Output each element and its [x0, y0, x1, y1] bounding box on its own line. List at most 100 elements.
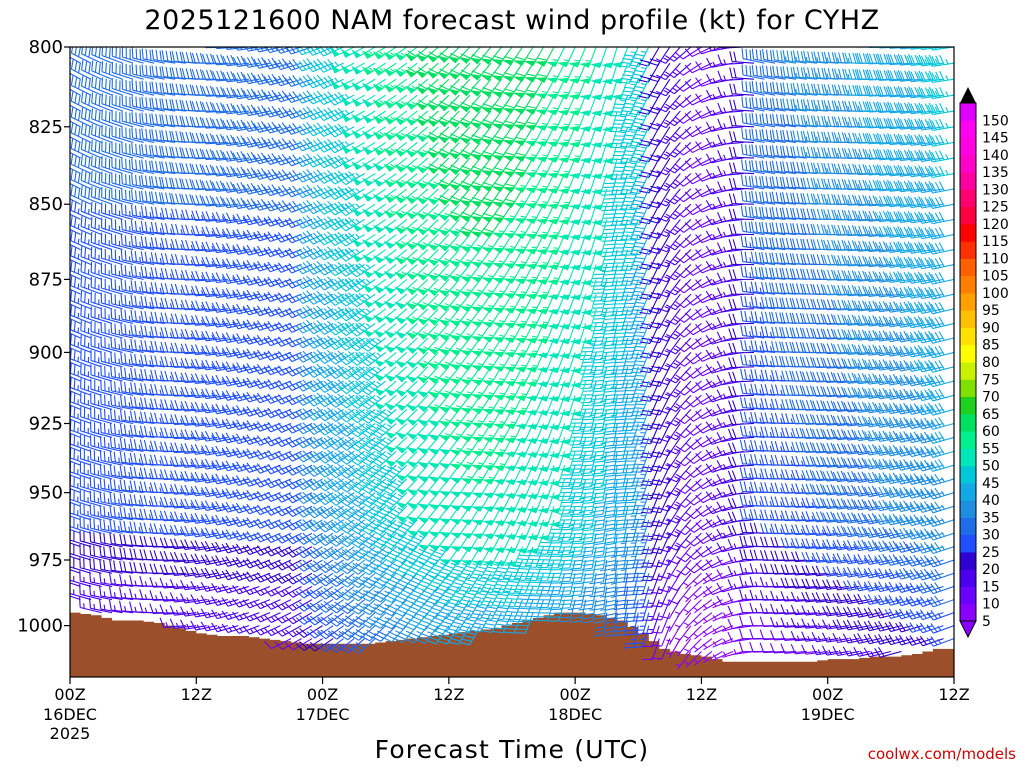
- barb-half-feather: [641, 147, 646, 148]
- barb-feather: [749, 192, 750, 202]
- barb-feather: [461, 212, 471, 216]
- barb-feather: [746, 160, 747, 170]
- barb-feather: [79, 63, 81, 73]
- barb-feather: [884, 134, 888, 144]
- barb-feather: [746, 145, 747, 155]
- barb-feather: [762, 207, 764, 217]
- barb-feather: [898, 86, 902, 96]
- barb-pennant: [373, 209, 384, 217]
- barb-feather: [196, 164, 199, 174]
- barb-feather: [79, 79, 81, 89]
- barb-feather: [603, 233, 613, 234]
- barb-feather: [752, 81, 753, 91]
- barb-feather: [75, 93, 77, 103]
- barb-feather: [874, 37, 877, 47]
- barb-feather: [839, 36, 842, 46]
- barb-feather: [828, 116, 831, 126]
- barb-feather: [65, 28, 67, 38]
- barb-feather: [99, 158, 100, 168]
- barb-half-feather: [434, 213, 439, 215]
- barb-feather: [822, 36, 824, 46]
- barb-half-feather: [664, 91, 669, 93]
- barb-feather: [102, 93, 103, 103]
- barb-feather: [718, 87, 722, 97]
- barb-feather: [140, 129, 141, 139]
- barb-feather: [176, 209, 179, 219]
- barb-pennant: [448, 184, 459, 191]
- barb-feather: [75, 61, 77, 71]
- barb-feather: [61, 106, 63, 116]
- barb-half-feather: [673, 136, 677, 139]
- barb-feather: [777, 114, 779, 124]
- barb-staff: [71, 195, 91, 204]
- barb-feather: [172, 67, 174, 77]
- barb-feather: [818, 147, 821, 157]
- wind-barb: [835, 36, 860, 47]
- barb-half-feather: [78, 224, 79, 229]
- barb-feather: [196, 117, 199, 127]
- barb-half-feather: [434, 182, 439, 184]
- barb-feather: [787, 115, 789, 125]
- barb-half-feather: [356, 173, 360, 177]
- barb-feather: [746, 97, 747, 107]
- barb-feather: [162, 146, 164, 156]
- barb-feather: [95, 157, 96, 167]
- barb-staff: [71, 101, 91, 111]
- barb-feather: [807, 115, 809, 125]
- barb-feather: [451, 196, 461, 200]
- barb-feather: [92, 140, 93, 150]
- barb-feather: [666, 120, 675, 125]
- barb-feather: [85, 156, 86, 166]
- barb-feather: [176, 163, 179, 173]
- barb-half-feather: [542, 123, 547, 124]
- wind-barb: [341, 63, 365, 73]
- barb-feather: [190, 36, 193, 46]
- barb-half-feather: [564, 108, 569, 109]
- wind-barb: [855, 37, 880, 47]
- barb-feather: [275, 45, 281, 54]
- barb-feather: [207, 54, 210, 64]
- barb-feather: [807, 209, 810, 219]
- barb-staff: [143, 43, 165, 47]
- barb-feather: [749, 176, 750, 186]
- barb-feather: [162, 192, 164, 202]
- barb-feather: [186, 52, 189, 62]
- barb-half-feather: [160, 228, 161, 233]
- wind-barb: [707, 42, 733, 51]
- barb-feather: [752, 65, 753, 75]
- barb-feather: [772, 176, 774, 186]
- barb-feather: [102, 61, 103, 71]
- barb-feather: [51, 105, 53, 115]
- barb-feather: [102, 29, 103, 39]
- barb-feather: [706, 122, 711, 131]
- barb-feather: [145, 191, 146, 201]
- barb-feather: [196, 101, 199, 111]
- barb-staff: [51, 224, 70, 234]
- barb-half-feather: [532, 217, 537, 218]
- barb-feather: [166, 162, 168, 172]
- barb-feather: [92, 77, 93, 87]
- barb-feather: [493, 72, 503, 75]
- barb-feather: [162, 208, 164, 218]
- barb-feather: [624, 103, 634, 104]
- barb-half-feather: [724, 107, 726, 112]
- barb-half-feather: [837, 74, 838, 79]
- barb-feather: [126, 159, 127, 169]
- wind-barb: [866, 37, 891, 47]
- barb-half-feather: [575, 60, 580, 61]
- barb-feather: [139, 191, 140, 201]
- barb-feather: [537, 74, 547, 76]
- barb-feather: [777, 82, 779, 92]
- barb-feather: [82, 60, 83, 70]
- barb-half-feather: [140, 212, 141, 217]
- barb-feather: [54, 216, 56, 226]
- barb-feather: [776, 146, 778, 156]
- barb-feather: [515, 89, 525, 92]
- barb-feather: [623, 155, 633, 156]
- barb-feather: [801, 115, 803, 125]
- barb-feather: [783, 114, 785, 124]
- barb-feather: [176, 116, 178, 126]
- barb-pennant: [491, 123, 503, 129]
- wind-barb: [122, 30, 143, 47]
- barb-pennant: [502, 171, 514, 176]
